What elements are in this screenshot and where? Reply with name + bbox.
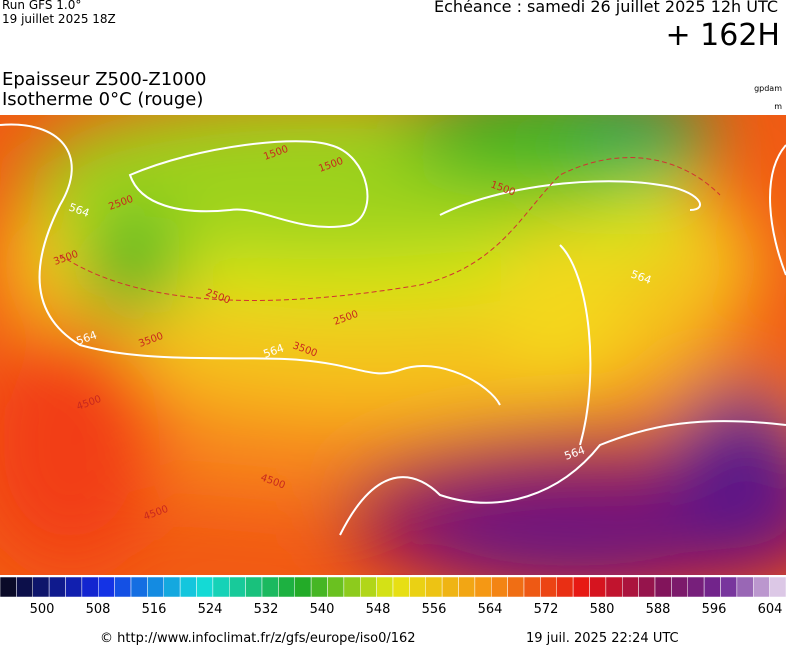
map: 5645645645645642500250025003500350035001… bbox=[0, 115, 786, 575]
colorbar-label: 588 bbox=[646, 602, 671, 616]
colorbar-swatch bbox=[654, 576, 672, 598]
colorbar-label: 580 bbox=[590, 602, 615, 616]
colorbar: 500 508 516 524 532 540 548 556 564 572 580 588 596 6… bbox=[0, 576, 786, 616]
colorbar-swatch bbox=[48, 576, 66, 598]
colorbar-swatch bbox=[376, 576, 394, 598]
colorbar-swatch bbox=[425, 576, 443, 598]
colorbar-swatch bbox=[310, 576, 328, 598]
colorbar-swatch bbox=[687, 576, 705, 598]
colorbar-swatch bbox=[540, 576, 557, 598]
colorbar-swatch bbox=[179, 576, 197, 598]
colorbar-swatch bbox=[572, 576, 590, 598]
unit: m bbox=[774, 102, 782, 111]
colorbar-swatch bbox=[491, 576, 508, 598]
colorbar-swatch bbox=[245, 576, 263, 598]
colorbar-swatch bbox=[474, 576, 492, 598]
colorbar-swatch bbox=[32, 576, 50, 598]
colorbar-swatch bbox=[736, 576, 754, 598]
colorbar-swatch bbox=[753, 576, 770, 598]
lead-time: + 162H bbox=[665, 18, 781, 53]
colorbar-swatch bbox=[278, 576, 295, 598]
colorbar-swatch bbox=[409, 576, 426, 598]
subtitle: Isotherme 0°C (rouge) bbox=[2, 89, 204, 110]
colorbar-label: 508 bbox=[86, 602, 111, 616]
colorbar-swatch bbox=[556, 576, 574, 598]
colorbar-swatch bbox=[671, 576, 688, 598]
colorbar-swatch bbox=[114, 576, 132, 598]
colorbar-swatch bbox=[163, 576, 181, 598]
colorbar-swatch bbox=[261, 576, 279, 598]
colorbar-swatch bbox=[523, 576, 541, 598]
colorbar-swatch bbox=[392, 576, 410, 598]
colorbar-swatch bbox=[589, 576, 607, 598]
colorbar-swatch bbox=[458, 576, 476, 598]
colorbar-label: 548 bbox=[366, 602, 391, 616]
colorbar-swatch bbox=[212, 576, 230, 598]
colorbar-swatch bbox=[130, 576, 148, 598]
colorbar-swatch bbox=[294, 576, 312, 598]
colorbar-swatch bbox=[327, 576, 345, 598]
colorbar-label: 500 bbox=[30, 602, 55, 616]
colorbar-swatch bbox=[0, 576, 17, 598]
colorbar-label: 596 bbox=[702, 602, 727, 616]
colorbar-label: 532 bbox=[254, 602, 279, 616]
colorbar-swatch bbox=[98, 576, 115, 598]
colorbar-swatch bbox=[605, 576, 623, 598]
colorbar-label: 572 bbox=[534, 602, 559, 616]
colorbar-swatch bbox=[16, 576, 33, 598]
thickness-field bbox=[0, 115, 786, 575]
valid-time: Echéance : samedi 26 juillet 2025 12h UT… bbox=[434, 0, 778, 16]
colorbar-swatch bbox=[441, 576, 459, 598]
colorbar-label: 604 bbox=[758, 602, 783, 616]
source: © http://www.infoclimat.fr/z/gfs/europe/… bbox=[100, 631, 416, 646]
colorbar-label: 564 bbox=[478, 602, 503, 616]
run-date: 19 juillet 2025 18Z bbox=[2, 12, 116, 26]
colorbar-swatch bbox=[65, 576, 83, 598]
colorbar-swatch bbox=[196, 576, 214, 598]
colorbar-swatch bbox=[622, 576, 639, 598]
colorbar-swatch bbox=[360, 576, 377, 598]
colorbar-swatch bbox=[638, 576, 656, 598]
colorbar-label: 556 bbox=[422, 602, 447, 616]
colorbar-swatch bbox=[703, 576, 721, 598]
colorbar-swatch bbox=[81, 576, 99, 598]
colorbar-label: 540 bbox=[310, 602, 335, 616]
title: Epaisseur Z500-Z1000 bbox=[2, 69, 207, 90]
run: Run GFS 1.0° bbox=[2, 0, 82, 12]
colorbar-swatch bbox=[507, 576, 525, 598]
unit: gpdam bbox=[754, 84, 782, 93]
colorbar-swatch bbox=[147, 576, 164, 598]
colorbar-swatch bbox=[343, 576, 361, 598]
generated: 19 juil. 2025 22:24 UTC bbox=[526, 631, 679, 646]
colorbar-label: 516 bbox=[142, 602, 167, 616]
colorbar-swatch bbox=[229, 576, 246, 598]
colorbar-swatch bbox=[769, 576, 786, 598]
colorbar-label: 524 bbox=[198, 602, 223, 616]
colorbar-swatch bbox=[720, 576, 738, 598]
